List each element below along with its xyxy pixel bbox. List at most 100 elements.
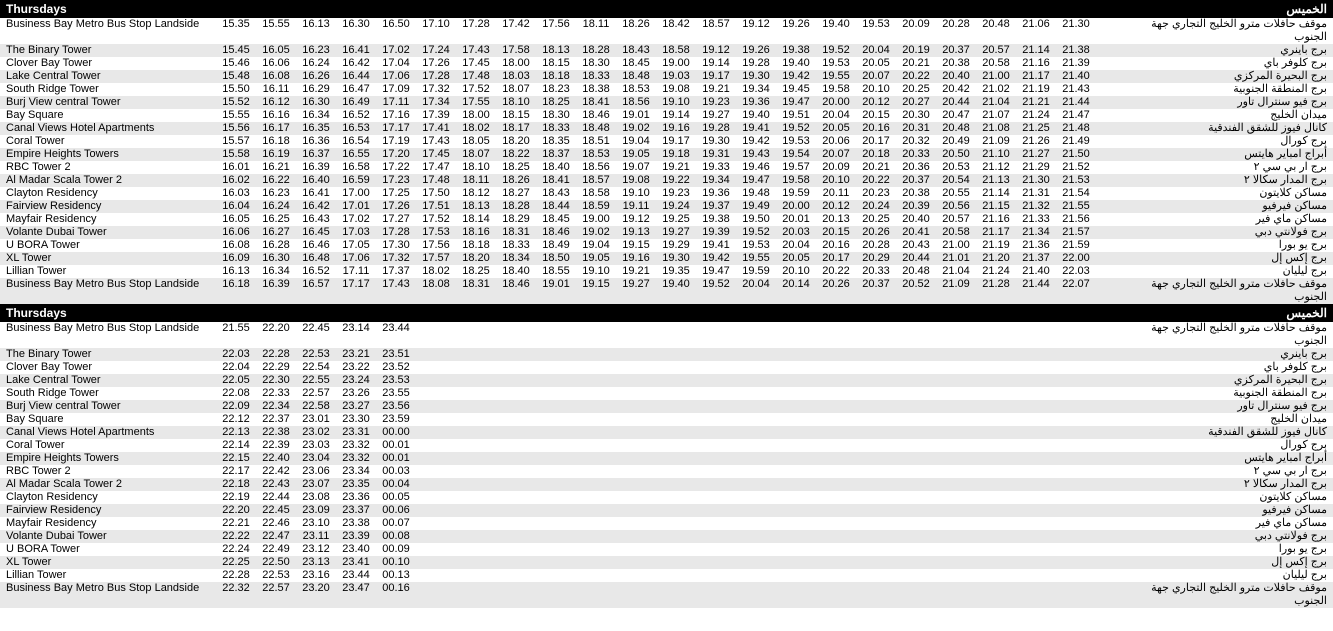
time-cell: 21.09 (976, 135, 1016, 148)
time-cell: 22.07 (1056, 278, 1096, 291)
time-cell: 16.16 (256, 109, 296, 122)
time-cell: 18.53 (616, 83, 656, 96)
time-cell: 15.48 (216, 70, 256, 83)
time-cell: 21.30 (1056, 18, 1096, 31)
time-cell: 20.21 (856, 161, 896, 174)
time-cell: 16.18 (256, 135, 296, 148)
time-cell: 23.47 (336, 582, 376, 595)
time-cell: 16.23 (256, 187, 296, 200)
stop-name-en: Lake Central Tower (6, 70, 216, 83)
time-cells: 22.1722.4223.0623.3400.03 (216, 465, 1127, 478)
time-cell: 20.25 (856, 213, 896, 226)
time-cell: 15.46 (216, 57, 256, 70)
time-cells: 21.5522.2022.4523.1423.44 (216, 322, 1127, 335)
time-cell: 21.44 (1016, 278, 1056, 291)
time-cell: 20.39 (896, 200, 936, 213)
time-cell: 17.27 (376, 213, 416, 226)
time-cell: 21.54 (1056, 187, 1096, 200)
schedule-row: Canal Views Hotel Apartments22.1322.3823… (0, 426, 1333, 439)
time-cell: 20.05 (856, 57, 896, 70)
time-cell: 23.32 (336, 439, 376, 452)
time-cell: 19.12 (696, 44, 736, 57)
time-cell: 22.13 (216, 426, 256, 439)
time-cell: 16.03 (216, 187, 256, 200)
time-cell: 19.30 (656, 252, 696, 265)
schedule-row: Lillian Tower16.1316.3416.5217.1117.3718… (0, 265, 1333, 278)
time-cell: 19.07 (616, 161, 656, 174)
schedule-row: Fairview Residency22.2022.4523.0923.3700… (0, 504, 1333, 517)
time-cell: 20.40 (936, 70, 976, 83)
time-cell: 19.10 (576, 265, 616, 278)
time-cell: 18.25 (496, 161, 536, 174)
time-cell: 19.12 (616, 213, 656, 226)
time-cell: 22.04 (216, 361, 256, 374)
time-cell: 19.38 (776, 44, 816, 57)
time-cell: 23.10 (296, 517, 336, 530)
time-cell: 19.42 (696, 252, 736, 265)
time-cell: 16.43 (296, 213, 336, 226)
time-cell: 20.33 (896, 148, 936, 161)
time-cell: 17.51 (416, 200, 456, 213)
time-cell: 20.16 (856, 122, 896, 135)
time-cell: 19.26 (776, 18, 816, 31)
time-cell: 20.13 (816, 213, 856, 226)
time-cell: 17.02 (376, 44, 416, 57)
time-cell: 16.08 (216, 239, 256, 252)
stop-name-en: Fairview Residency (6, 504, 216, 517)
time-cell: 15.55 (216, 109, 256, 122)
time-cells: 15.3515.5516.1316.3016.5017.1017.2817.42… (216, 18, 1127, 31)
stop-name-ar: برج فيو سنترال تاور (1127, 400, 1327, 413)
time-cell: 16.36 (296, 135, 336, 148)
time-cell: 17.43 (456, 44, 496, 57)
time-cell: 19.08 (656, 83, 696, 96)
time-cell: 21.39 (1056, 57, 1096, 70)
time-cell: 19.18 (656, 148, 696, 161)
time-cell: 16.37 (296, 148, 336, 161)
time-cell: 23.59 (376, 413, 416, 426)
time-cell: 21.26 (1016, 135, 1056, 148)
stop-name-en: The Binary Tower (6, 348, 216, 361)
schedule-row: Volante Dubai Tower22.2222.4723.1123.390… (0, 530, 1333, 543)
time-cell: 20.22 (896, 70, 936, 83)
time-cell: 19.27 (616, 278, 656, 291)
stop-name-ar: برج فولانتي دبي (1127, 226, 1327, 239)
time-cell: 20.48 (936, 122, 976, 135)
stop-name-ar: برج باينري (1127, 348, 1327, 361)
time-cell: 18.56 (576, 161, 616, 174)
time-cell: 21.04 (976, 96, 1016, 109)
time-cell: 20.36 (896, 161, 936, 174)
time-cells: 15.5216.1216.3016.4917.1117.3417.5518.10… (216, 96, 1127, 109)
time-cell: 21.56 (1056, 213, 1096, 226)
time-cell: 18.14 (456, 213, 496, 226)
schedule-row: Business Bay Metro Bus Stop Landside22.3… (0, 582, 1333, 608)
time-cell: 19.28 (696, 122, 736, 135)
stop-name-en: Empire Heights Towers (6, 148, 216, 161)
time-cell: 20.22 (856, 174, 896, 187)
time-cell: 19.30 (696, 135, 736, 148)
time-cell: 19.25 (656, 213, 696, 226)
time-cell: 19.53 (776, 135, 816, 148)
time-cell: 18.31 (456, 278, 496, 291)
stop-name-en: Business Bay Metro Bus Stop Landside (6, 322, 216, 335)
time-cell: 20.48 (896, 265, 936, 278)
time-cell: 19.36 (736, 96, 776, 109)
stop-name-ar: برج باينري (1127, 44, 1327, 57)
time-cell: 00.01 (376, 439, 416, 452)
stop-name-ar: برج المدار سكالا ٢ (1127, 174, 1327, 187)
time-cell: 18.33 (576, 70, 616, 83)
time-cell: 20.26 (816, 278, 856, 291)
time-cell: 23.04 (296, 452, 336, 465)
time-cell: 22.05 (216, 374, 256, 387)
time-cell: 18.11 (456, 174, 496, 187)
time-cell: 19.53 (736, 239, 776, 252)
time-cell: 21.04 (936, 265, 976, 278)
time-cell: 16.41 (336, 44, 376, 57)
time-cell: 00.03 (376, 465, 416, 478)
time-cell: 22.03 (216, 348, 256, 361)
time-cell: 22.21 (216, 517, 256, 530)
time-cell: 19.50 (736, 213, 776, 226)
time-cell: 20.57 (976, 44, 1016, 57)
time-cell: 19.21 (616, 265, 656, 278)
time-cell: 21.59 (1056, 239, 1096, 252)
time-cell: 20.44 (936, 96, 976, 109)
